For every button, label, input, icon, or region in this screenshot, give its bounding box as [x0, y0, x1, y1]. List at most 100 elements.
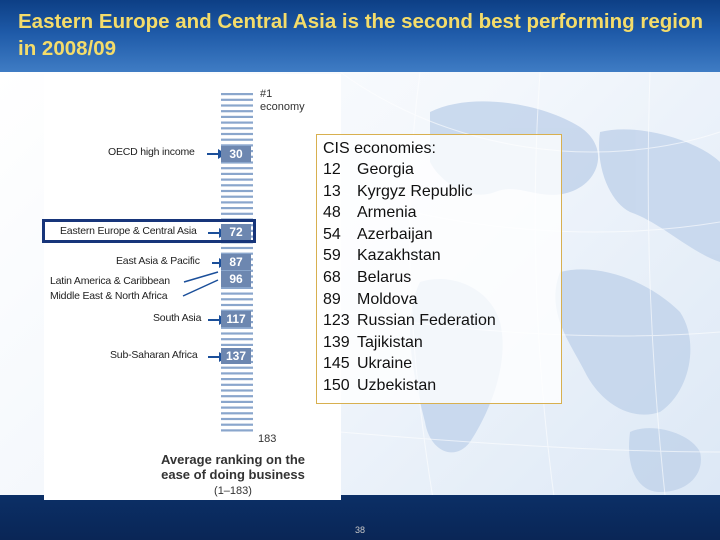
cis-rank: 54 — [323, 225, 341, 243]
cis-rank: 12 — [323, 161, 341, 178]
cis-country: Belarus — [357, 269, 412, 286]
scale-line — [221, 298, 253, 301]
scale-line — [221, 138, 253, 141]
cis-rank: 13 — [323, 182, 341, 200]
cis-row: 54 Azerbaijan — [323, 226, 433, 244]
cis-row: 48 Armenia — [323, 204, 417, 222]
scale-line — [221, 395, 253, 398]
rank-badge-eap: 87 — [221, 254, 251, 270]
chart-panel — [44, 74, 341, 500]
scale-line — [221, 127, 253, 130]
region-label-eeca: Eastern Europe & Central Asia — [60, 225, 197, 237]
rank-badge-eeca: 72 — [221, 224, 251, 240]
bottom-rank-label: 183 — [258, 433, 277, 445]
scale-line — [221, 338, 253, 341]
cis-rank: 139 — [323, 333, 350, 351]
axis-range: (1–183) — [214, 485, 252, 497]
cis-country: Kazakhstan — [357, 247, 441, 265]
slide-title: Eastern Europe and Central Asia is the s… — [18, 10, 703, 60]
region-label-south-asia: South Asia — [153, 312, 202, 324]
rank-badge-ssa: 137 — [221, 348, 251, 364]
cis-country: Azerbaijan — [357, 225, 433, 243]
scale-line — [221, 406, 253, 409]
cis-country: Moldova — [357, 290, 418, 308]
scale-line — [221, 167, 253, 170]
axis-title: Average ranking on the ease of doing bus… — [161, 452, 305, 482]
scale-line — [221, 303, 253, 307]
region-label-ssa: Sub-Saharan Africa — [110, 349, 198, 361]
scale-line — [221, 343, 253, 346]
cis-row: 12 Georgia — [323, 161, 414, 179]
scale-line — [221, 286, 253, 289]
scale-line — [221, 332, 253, 335]
scale-line — [221, 172, 253, 175]
scale-line — [221, 201, 253, 204]
top-rank-label: #1 economy — [260, 88, 305, 113]
cis-row: 89 Moldova — [323, 291, 417, 309]
footer-band — [0, 495, 720, 540]
cis-rank: 89 — [323, 290, 341, 308]
cis-country: Uzbekistan — [357, 377, 437, 394]
scale-line — [221, 132, 253, 136]
cis-rank: 150 — [323, 377, 350, 394]
scale-line — [221, 429, 253, 432]
cis-rank: 145 — [323, 355, 350, 373]
highlight-box — [42, 219, 256, 243]
scale-line — [221, 417, 253, 421]
cis-economies-box: CIS economies: 12 Georgia 13 Kyrgyz Republi… — [316, 134, 562, 404]
scale-line — [221, 378, 253, 381]
cis-rank: 48 — [323, 204, 341, 222]
page-number: 38 — [355, 525, 366, 535]
cis-row: 68 Belarus — [323, 269, 411, 287]
scale-line — [221, 104, 253, 107]
scale-line — [221, 269, 253, 272]
cis-row: 150 Uzbekistan — [323, 377, 436, 395]
rank-badge-oecd: 30 — [221, 146, 251, 162]
cis-country: Ukraine — [357, 355, 413, 373]
cis-title: CIS economies: — [323, 140, 436, 157]
scale-line — [221, 110, 253, 113]
scale-line — [221, 144, 253, 147]
scale-line — [221, 389, 253, 392]
scale-line — [221, 93, 253, 96]
scale-line — [221, 292, 253, 295]
rank-badge-south-asia: 117 — [221, 311, 251, 327]
scale-line — [221, 326, 253, 329]
cis-row: 13 Kyrgyz Republic — [323, 183, 473, 201]
scale-line — [221, 309, 253, 312]
cis-rank: 123 — [323, 312, 350, 330]
cis-row: 139 Tajikistan — [323, 334, 423, 352]
region-label-lac: Latin America & Caribbean — [50, 275, 170, 287]
scale-line — [221, 207, 253, 210]
cis-country: Armenia — [357, 204, 417, 222]
scale-line — [221, 98, 253, 101]
scale-line — [221, 184, 253, 187]
scale-line — [221, 212, 253, 215]
region-label-eap: East Asia & Pacific — [116, 255, 200, 267]
cis-country: Georgia — [357, 161, 414, 178]
scale-line — [221, 121, 253, 124]
scale-line — [221, 252, 253, 255]
cis-rank: 59 — [323, 247, 341, 265]
slide-header: Eastern Europe and Central Asia is the s… — [0, 0, 720, 72]
cis-country: Kyrgyz Republic — [357, 182, 473, 200]
scale-line — [221, 400, 253, 403]
cis-row: 59 Kazakhstan — [323, 247, 441, 265]
scale-line — [221, 115, 253, 118]
scale-line — [221, 412, 253, 415]
scale-line — [221, 178, 253, 181]
cis-rank: 68 — [323, 269, 341, 286]
region-label-mena: Middle East & North Africa — [50, 290, 168, 302]
region-label-oecd: OECD high income — [108, 146, 195, 158]
rank-badge-lac-mena: 96 — [221, 271, 251, 287]
cis-row: 123 Russian Federation — [323, 312, 496, 330]
scale-line — [221, 246, 253, 250]
cis-row: 145 Ukraine — [323, 355, 412, 373]
scale-line — [221, 366, 253, 369]
scale-line — [221, 195, 253, 198]
cis-country: Russian Federation — [357, 312, 496, 330]
scale-line — [221, 161, 253, 164]
cis-country: Tajikistan — [357, 333, 423, 351]
scale-line — [221, 372, 253, 375]
